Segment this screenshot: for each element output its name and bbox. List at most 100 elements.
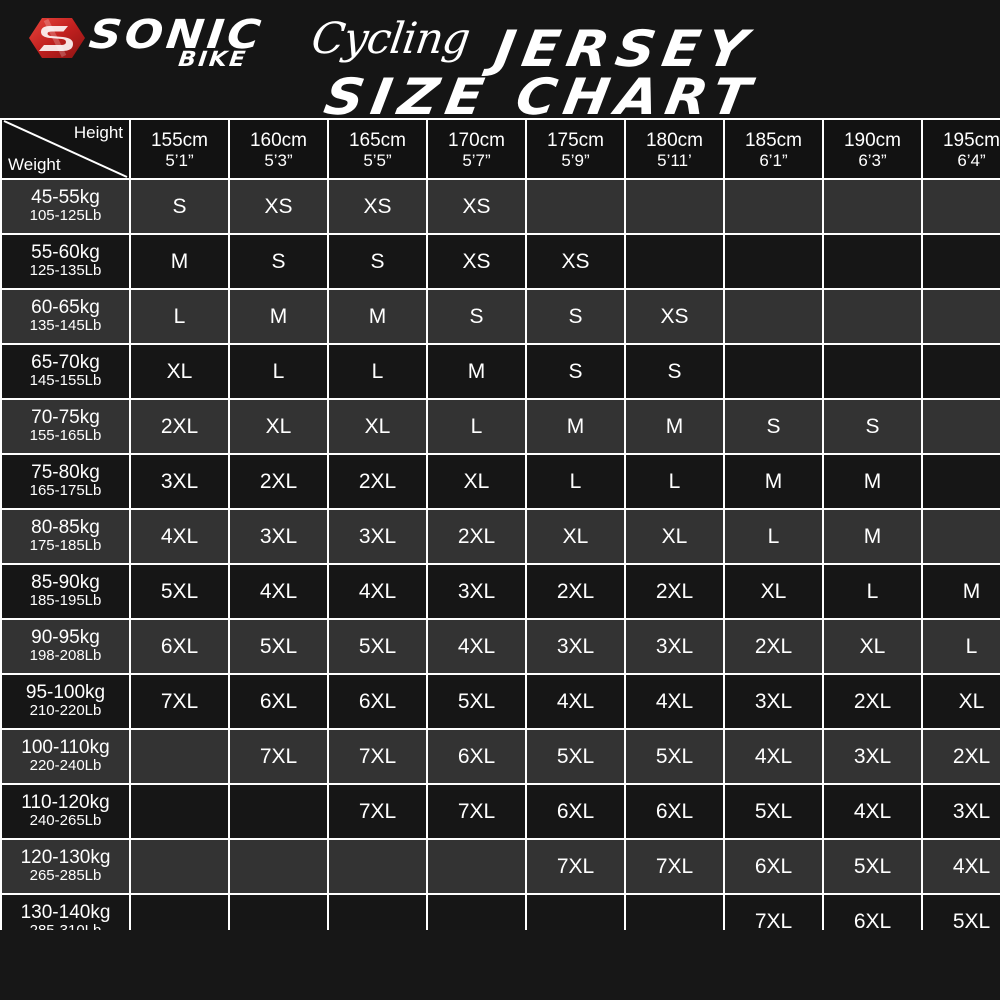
weight-lb: 285-310Lb (2, 922, 129, 930)
table-row: 100-110kg 220-240Lb 7XL 7XL 6XL 5XL 5XL 4XL 3XL 2… (2, 730, 1000, 783)
weight-range-cell: 130-140kg285-310Lb (2, 895, 129, 930)
size-cell-empty (428, 840, 525, 893)
size-cell: 3XL (824, 730, 921, 783)
size-cell: XS (527, 235, 624, 288)
size-cell: 2XL (824, 675, 921, 728)
table-row: 120-130kg 265-285Lb 7XL 7XL 6XL 5XL 4XL (2, 840, 1000, 893)
size-cell: 6XL (329, 675, 426, 728)
weight-range-cell: 80-85kg 175-185Lb (2, 510, 129, 563)
size-cell-empty (626, 235, 723, 288)
column-header-cm: 190cm (843, 130, 902, 152)
size-cell: L (428, 400, 525, 453)
weight-lb: 240-265Lb (29, 812, 102, 830)
size-cell: XL (725, 565, 822, 618)
size-cell: 7XL (626, 840, 723, 893)
table-row: 95-100kg 210-220Lb 7XL 6XL 6XL 5XL 4XL 4XL 3XL 2X… (2, 675, 1000, 728)
size-cell-empty (824, 235, 921, 288)
table-row: 110-120kg 240-265Lb 7XL 7XL 6XL 6XL 5XL 4XL 3XL (2, 785, 1000, 838)
table-row: 70-75kg 155-165Lb 2XL XL XL L M M S S (2, 400, 1000, 453)
size-cell: 6XL (230, 675, 327, 728)
size-cell-empty (527, 895, 624, 930)
size-cell-empty (725, 235, 822, 288)
table-row: 60-65kg 135-145Lb L M M S S XS (2, 290, 1000, 343)
size-cell-empty (725, 290, 822, 343)
column-header-cm: 155cm (150, 130, 209, 152)
size-cell: 2XL (131, 400, 228, 453)
size-cell: 5XL (725, 785, 822, 838)
column-header-1: 160cm 5’3” (230, 120, 327, 178)
weight-range-cell: 95-100kg 210-220Lb (2, 675, 129, 728)
size-cell: M (923, 565, 1000, 618)
size-cell-empty (824, 290, 921, 343)
column-header-ft: 5’7” (462, 151, 491, 171)
table-row: 80-85kg 175-185Lb 4XL 3XL 3XL 2XL XL XL L M (2, 510, 1000, 563)
column-header-8: 195cm 6’4” (923, 120, 1000, 178)
size-cell: 3XL (230, 510, 327, 563)
weight-range-cell: 100-110kg 220-240Lb (2, 730, 129, 783)
size-cell-empty (824, 345, 921, 398)
column-header-ft: 5’5” (363, 151, 392, 171)
column-header-cm: 170cm (447, 130, 506, 152)
weight-range-cell: 65-70kg 145-155Lb (2, 345, 129, 398)
sonic-hex-s-emblem-icon (28, 14, 86, 62)
weight-kg: 75-80kg (31, 461, 100, 483)
size-cell: 4XL (923, 840, 1000, 893)
column-header-cm: 180cm (645, 130, 704, 152)
size-cell: 7XL (329, 785, 426, 838)
size-cell: XL (131, 345, 228, 398)
size-cell: 4XL (527, 675, 624, 728)
size-cell-empty (923, 235, 1000, 288)
size-cell: M (626, 400, 723, 453)
size-cell: M (428, 345, 525, 398)
size-cell-empty (131, 840, 228, 893)
size-cell: 6XL (725, 840, 822, 893)
size-cell: XS (428, 180, 525, 233)
size-cell: 4XL (626, 675, 723, 728)
size-cell-empty (923, 180, 1000, 233)
size-cell: 5XL (329, 620, 426, 673)
column-header-ft: 5’11’ (657, 151, 692, 171)
weight-lb: 105-125Lb (29, 207, 102, 225)
size-cell: S (824, 400, 921, 453)
size-cell-empty (923, 290, 1000, 343)
size-cell: XL (428, 455, 525, 508)
size-cell: XL (626, 510, 723, 563)
diagonal-divider-icon (3, 120, 128, 178)
size-cell-empty (824, 180, 921, 233)
size-cell-empty (923, 510, 1000, 563)
size-cell: S (428, 290, 525, 343)
column-header-ft: 5’3” (264, 151, 293, 171)
weight-range-cell: 120-130kg 265-285Lb (2, 840, 129, 893)
weight-range-cell: 110-120kg 240-265Lb (2, 785, 129, 838)
size-cell: M (824, 455, 921, 508)
size-cell: L (626, 455, 723, 508)
size-cell: 6XL (527, 785, 624, 838)
size-cell: 5XL (230, 620, 327, 673)
size-cell: 4XL (131, 510, 228, 563)
size-cell-empty (725, 180, 822, 233)
weight-kg: 60-65kg (31, 296, 100, 318)
size-cell: 2XL (230, 455, 327, 508)
weight-kg: 85-90kg (31, 571, 100, 593)
size-cell: M (824, 510, 921, 563)
weight-range-cell: 45-55kg 105-125Lb (2, 180, 129, 233)
table-body: 45-55kg 105-125Lb S XS XS XS 55-60kg 125-135Lb M… (2, 180, 1000, 930)
column-header-cm: 160cm (249, 130, 308, 152)
size-cell: 5XL (923, 895, 1000, 930)
size-cell: XS (329, 180, 426, 233)
column-header-7: 190cm 6’3” (824, 120, 921, 178)
size-chart-table: Height Weight 155cm 5’1” 160cm 5’3” 165c… (0, 118, 1000, 930)
column-header-4: 175cm 5’9” (527, 120, 624, 178)
size-cell: 5XL (527, 730, 624, 783)
weight-range-cell: 60-65kg 135-145Lb (2, 290, 129, 343)
size-cell-empty (230, 895, 327, 930)
table-row: 55-60kg 125-135Lb M S S XS XS (2, 235, 1000, 288)
table-row: 45-55kg 105-125Lb S XS XS XS (2, 180, 1000, 233)
size-cell: 7XL (428, 785, 525, 838)
size-cell: M (527, 400, 624, 453)
size-cell: 2XL (626, 565, 723, 618)
size-cell: L (725, 510, 822, 563)
weight-range-cell: 75-80kg 165-175Lb (2, 455, 129, 508)
